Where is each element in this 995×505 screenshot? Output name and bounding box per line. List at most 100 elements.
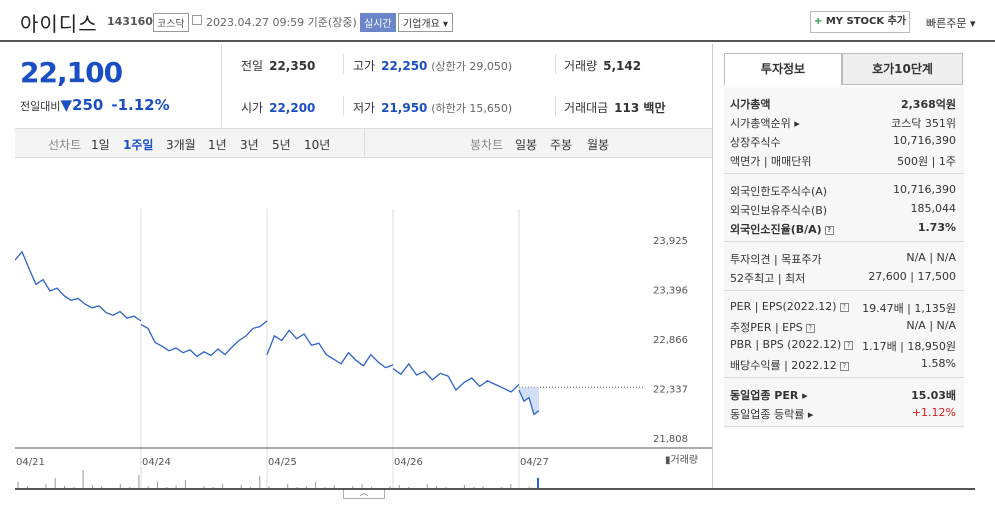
info-value: 10,716,390 bbox=[893, 134, 956, 147]
change-value: 250 bbox=[72, 96, 104, 114]
current-price: 22,100 bbox=[20, 56, 123, 89]
price-line-day-4 bbox=[392, 362, 520, 393]
period-1d[interactable]: 1일 bbox=[91, 138, 110, 152]
info-row: 시가총액순위 ▸ 코스닥 351위 bbox=[730, 112, 956, 131]
my-stock-add-button[interactable]: + MY STOCK 추가 bbox=[810, 11, 910, 33]
period-1y[interactable]: 1년 bbox=[208, 138, 227, 152]
info-group: 외국인한도주식수(A) 10,716,390 외국인보유주식수(B) 185,044 외… bbox=[724, 174, 964, 242]
info-row: 외국인한도주식수(A) 10,716,390 bbox=[730, 180, 956, 199]
info-value: 27,600 | 17,500 bbox=[868, 270, 956, 283]
price-summary-grid: 전일 22,350 고가 22,250 (상한가 29,050) 거래량 5,142 … bbox=[223, 44, 712, 127]
volume-legend: ▮거래량 bbox=[665, 454, 698, 466]
investment-info-panel: 투자정보 호가10단계 시가총액 2,368억원 시가총액순위 ▸ 코스닥 351위 상… bbox=[724, 53, 964, 429]
y-tick-label: 22,337 bbox=[653, 385, 688, 396]
info-label: 투자의견 | 목표주가 bbox=[730, 253, 822, 266]
period-1w[interactable]: 1주일 bbox=[123, 138, 154, 152]
low-price: 저가 21,950 (하한가 15,650) bbox=[353, 101, 513, 115]
x-tick-label: 04/27 bbox=[520, 457, 549, 468]
line-chart-label: 선차트 bbox=[48, 138, 82, 152]
info-label: 52주최고 | 최저 bbox=[730, 272, 806, 285]
info-group: 투자의견 | 목표주가 N/A | N/A 52주최고 | 최저 27,600 | 1… bbox=[724, 242, 964, 291]
high-price: 고가 22,250 (상한가 29,050) bbox=[353, 59, 513, 73]
collapse-toggle-button[interactable]: ︿ bbox=[343, 489, 385, 499]
info-label: 추정PER | EPS? bbox=[730, 319, 815, 335]
info-label: PER | EPS(2022.12)? bbox=[730, 300, 849, 313]
info-row: 투자의견 | 목표주가 N/A | N/A bbox=[730, 248, 956, 267]
y-tick-label: 23,925 bbox=[653, 236, 688, 247]
info-value: 10,716,390 bbox=[893, 183, 956, 196]
info-label: 동일업종 PER ▸ bbox=[730, 389, 808, 402]
tab-order-book[interactable]: 호가10단계 bbox=[842, 53, 963, 85]
help-icon[interactable]: ? bbox=[805, 323, 815, 333]
info-label: 동일업종 등락률 ▸ bbox=[730, 408, 814, 421]
price-panel: 22,100 전일대비▼250 -1.12% 전일 22,350 고가 22,250 … bbox=[15, 44, 712, 490]
chart-toolbar: 선차트 1일 1주일 3개월 1년 3년 5년 10년 봉차트 일봉 주봉 월봉 bbox=[15, 128, 712, 158]
info-value: 1.58% bbox=[921, 357, 956, 370]
prev-close: 전일 22,350 bbox=[241, 59, 316, 73]
x-tick-label: 04/21 bbox=[16, 457, 45, 468]
company-overview-dropdown[interactable]: 기업개요 ▾ bbox=[398, 13, 453, 32]
candle-monthly[interactable]: 월봉 bbox=[587, 138, 610, 152]
current-price-box: 22,100 전일대비▼250 -1.12% bbox=[15, 44, 222, 127]
candle-chart-label: 봉차트 bbox=[470, 138, 504, 152]
trade-amount: 거래대금 113 백만 bbox=[564, 101, 666, 115]
x-tick-label: 04/26 bbox=[394, 457, 423, 468]
price-line-day-3 bbox=[266, 329, 394, 369]
change-label: 전일대비 bbox=[20, 100, 61, 113]
x-tick-label: 04/24 bbox=[142, 457, 171, 468]
info-row: 배당수익률 | 2022.12? 1.58% bbox=[730, 354, 956, 373]
info-row: PBR | BPS (2022.12)? 1.17배 | 18,950원 bbox=[730, 335, 956, 354]
calendar-icon bbox=[192, 15, 202, 25]
period-10y[interactable]: 10년 bbox=[304, 138, 331, 152]
price-chart[interactable]: 23,925 23,396 22,866 22,337 21,808 ▮거래량 bbox=[15, 159, 712, 490]
quick-order-dropdown[interactable]: 빠른주문 ▾ bbox=[926, 17, 976, 30]
info-value: 500원 | 1주 bbox=[897, 155, 956, 168]
market-badge: 코스닥 bbox=[153, 13, 189, 32]
info-row: 동일업종 PER ▸ 15.03배 bbox=[730, 384, 956, 403]
candle-daily[interactable]: 일봉 bbox=[515, 138, 538, 152]
info-label: 상장주식수 bbox=[730, 136, 781, 149]
help-icon[interactable]: ? bbox=[839, 302, 849, 312]
price-line-day-1 bbox=[15, 250, 142, 322]
candle-weekly[interactable]: 주봉 bbox=[550, 138, 573, 152]
info-label: 액면가 | 매매단위 bbox=[730, 155, 812, 168]
tab-investment-info[interactable]: 투자정보 bbox=[724, 53, 842, 85]
info-row: 상장주식수 10,716,390 bbox=[730, 131, 956, 150]
stock-name[interactable]: 아이디스 bbox=[20, 12, 98, 36]
info-label: 외국인한도주식수(A) bbox=[730, 185, 828, 198]
period-5y[interactable]: 5년 bbox=[272, 138, 291, 152]
period-3m[interactable]: 3개월 bbox=[166, 138, 196, 152]
help-icon[interactable]: ? bbox=[839, 361, 849, 371]
open-price: 시가 22,200 bbox=[241, 101, 316, 115]
info-row: 외국인소진율(B/A)? 1.73% bbox=[730, 218, 956, 237]
change-percent: -1.12% bbox=[111, 96, 170, 114]
down-arrow-icon: ▼ bbox=[60, 96, 73, 114]
info-value: +1.12% bbox=[911, 406, 956, 419]
period-3y[interactable]: 3년 bbox=[240, 138, 259, 152]
price-change: 전일대비▼250 -1.12% bbox=[20, 96, 170, 114]
realtime-button[interactable]: 실시간 bbox=[360, 13, 396, 32]
info-label: 시가총액순위 ▸ bbox=[730, 117, 800, 130]
info-row: PER | EPS(2022.12)? 19.47배 | 1,135원 bbox=[730, 297, 956, 316]
help-icon[interactable]: ? bbox=[824, 225, 834, 235]
x-tick-label: 04/25 bbox=[268, 457, 297, 468]
info-row: 외국인보유주식수(B) 185,044 bbox=[730, 199, 956, 218]
y-tick-label: 21,808 bbox=[653, 434, 688, 445]
info-label: 외국인소진율(B/A)? bbox=[730, 221, 834, 237]
x-axis: 04/21 04/24 04/25 04/26 04/27 bbox=[16, 457, 549, 468]
help-icon[interactable]: ? bbox=[844, 340, 854, 350]
info-row: 동일업종 등락률 ▸ +1.12% bbox=[730, 403, 956, 422]
y-tick-label: 23,396 bbox=[653, 285, 688, 296]
info-row: 시가총액 2,368억원 bbox=[730, 93, 956, 112]
stock-header: 아이디스 143160 코스닥 2023.04.27 09:59 기준(장중) … bbox=[0, 0, 995, 42]
below-reference-fill bbox=[519, 387, 539, 415]
plus-icon: + bbox=[813, 16, 823, 27]
info-label: PBR | BPS (2022.12)? bbox=[730, 338, 854, 351]
volume: 거래량 5,142 bbox=[564, 59, 642, 73]
info-label: 시가총액 bbox=[730, 98, 771, 111]
y-tick-label: 22,866 bbox=[653, 335, 688, 346]
